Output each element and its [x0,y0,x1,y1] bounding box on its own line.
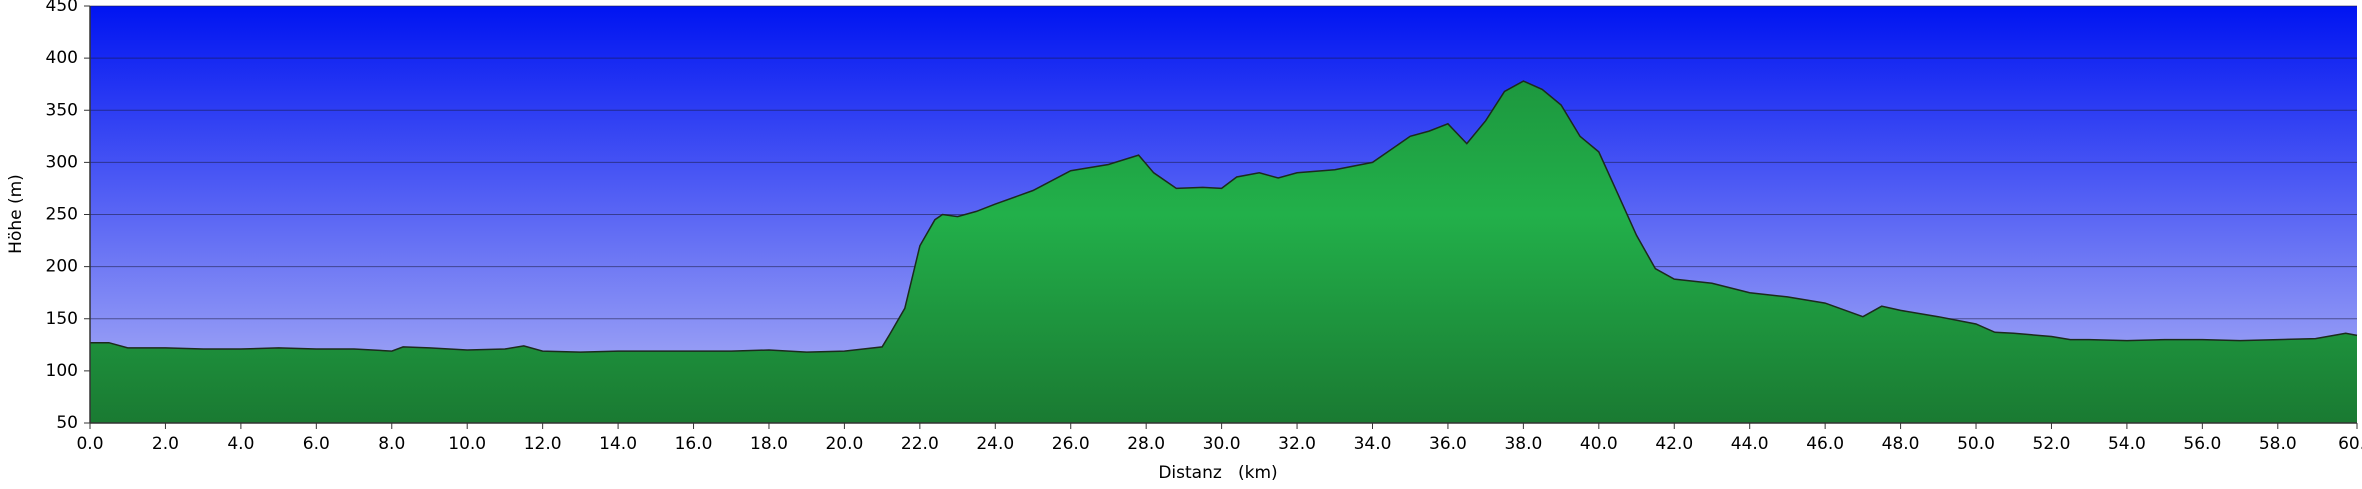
y-tick-label: 300 [46,152,78,172]
y-tick-label: 350 [46,100,78,120]
x-tick-label: 20.0 [825,434,863,454]
elevation-line [90,80,2358,353]
x-tick-label: 56.0 [2183,434,2221,454]
x-tick-label: 8.0 [378,434,405,454]
x-tick-label: 34.0 [1354,434,1392,454]
x-tick-label: 54.0 [2108,434,2146,454]
x-tick-label: 46.0 [1806,434,1844,454]
x-tick-label: 26.0 [1052,434,1090,454]
x-tick-label: 18.0 [750,434,788,454]
y-tick-label: 150 [46,309,78,329]
x-tick-label: 38.0 [1504,434,1542,454]
x-tick-label: 2.0 [152,434,179,454]
x-tick-label: 36.0 [1429,434,1467,454]
y-tick-label: 250 [46,205,78,225]
x-tick-label: 40.0 [1580,434,1618,454]
y-tick-label: 200 [46,257,78,277]
x-tick-label: 24.0 [976,434,1014,454]
y-tick-label: 100 [46,361,78,381]
x-tick-label: 48.0 [1882,434,1920,454]
x-tick-label: 12.0 [524,434,562,454]
y-tick-label: 50 [56,413,78,433]
elevation-area [90,81,2357,423]
y-tick-label: 450 [46,0,78,16]
x-axis-title: Distanz (km) [1158,463,1277,483]
x-tick-label: 0.0 [76,434,103,454]
x-tick-label: 4.0 [227,434,254,454]
x-tick-label: 52.0 [2033,434,2071,454]
x-tick-label: 14.0 [599,434,637,454]
x-tick-label: 30.0 [1203,434,1241,454]
x-tick-label: 42.0 [1655,434,1693,454]
y-axis-title: Höhe (m) [6,174,26,254]
x-tick-label: 28.0 [1127,434,1165,454]
x-tick-label: 58.0 [2259,434,2297,454]
x-tick-label: 22.0 [901,434,939,454]
y-tick-label: 400 [46,48,78,68]
x-tick-label: 32.0 [1278,434,1316,454]
x-tick-label: 60.1 [2338,434,2362,454]
x-tick-label: 44.0 [1731,434,1769,454]
x-tick-label: 50.0 [1957,434,1995,454]
x-tick-label: 16.0 [675,434,713,454]
x-tick-label: 6.0 [303,434,330,454]
x-tick-label: 10.0 [448,434,486,454]
